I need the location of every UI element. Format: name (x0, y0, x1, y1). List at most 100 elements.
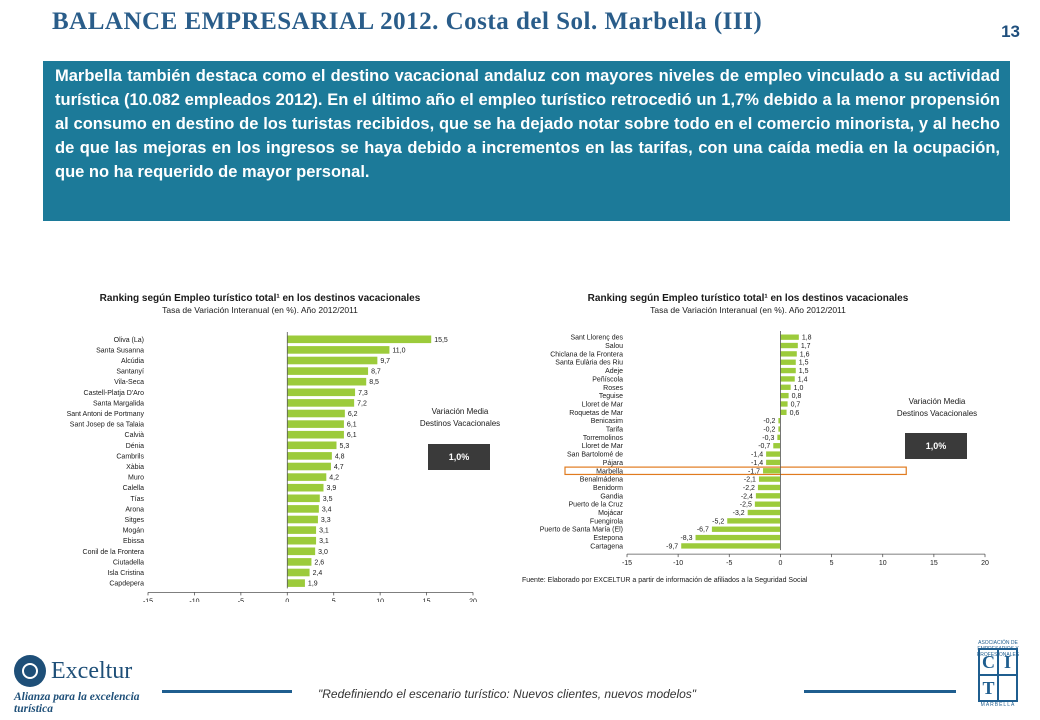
category-label: Puerto de Santa María (El) (540, 527, 623, 534)
data-label: -8,3 (680, 535, 692, 542)
x-tick-label: 10 (879, 560, 887, 567)
x-tick-label: -15 (143, 598, 153, 602)
data-label: -9,7 (666, 543, 678, 550)
data-label: 7,3 (358, 390, 368, 397)
category-label: Lloret de Mar (582, 443, 624, 450)
category-label: Roses (603, 385, 623, 392)
data-label: 2,6 (314, 559, 324, 566)
category-label: Cartagena (590, 543, 623, 550)
bar (780, 351, 797, 357)
data-label: 1,5 (799, 368, 809, 375)
bar (773, 443, 781, 449)
data-label: 7,2 (357, 400, 367, 407)
data-label: 1,8 (802, 335, 812, 342)
category-label: Cambrils (116, 453, 144, 460)
data-label: 6,2 (348, 411, 358, 418)
annotation-label: Variación Media (909, 397, 966, 406)
data-label: 6,1 (347, 422, 357, 429)
bar (287, 367, 369, 375)
bar (754, 501, 781, 507)
chart-left: Ranking según Empleo turístico total¹ en… (67, 293, 500, 602)
data-label: 1,6 (800, 351, 810, 358)
category-label: Santa Margalida (93, 400, 144, 407)
bar (695, 534, 781, 541)
bar (287, 399, 355, 407)
data-label: 8,5 (369, 379, 379, 386)
bar (711, 526, 781, 532)
data-label: 11,0 (392, 347, 405, 354)
bar (766, 451, 781, 457)
data-label: -3,2 (733, 510, 745, 517)
exceltur-logo: Exceltur Alianza para la excelencia turí… (14, 655, 154, 715)
bar (287, 547, 316, 556)
cit-letter-t: T (979, 675, 998, 701)
annotation-box (428, 444, 490, 470)
bar (287, 356, 378, 365)
annotation-box (905, 433, 967, 459)
category-label: Pájara (603, 460, 623, 467)
bar (287, 452, 332, 460)
category-label: Torremolinos (583, 435, 624, 442)
data-label: 1,0 (794, 385, 804, 392)
category-label: Sant Llorenç des (570, 335, 623, 342)
x-tick-label: 20 (981, 560, 989, 567)
bar (287, 579, 305, 587)
category-label: Arona (125, 506, 144, 513)
category-label: Teguise (599, 393, 623, 400)
category-label: Dénia (126, 443, 144, 450)
category-label: Santa Susanna (96, 347, 144, 354)
category-label: Sant Josep de sa Talaia (70, 422, 144, 429)
data-label: 4,2 (329, 475, 339, 482)
category-label: Benalmádena (580, 477, 623, 484)
category-label: Xàbia (126, 464, 144, 471)
category-label: Ciutadella (113, 559, 144, 566)
bar (780, 334, 799, 340)
cit-logo-bottom-text: MARBELLA (980, 702, 1016, 708)
category-label: Muro (128, 475, 144, 482)
data-label: 8,7 (371, 369, 381, 376)
category-label: Mogán (123, 528, 145, 535)
category-label: Castell-Platja D'Aro (84, 390, 145, 397)
data-label: -2,1 (744, 477, 756, 484)
category-label: Santanyí (116, 369, 144, 376)
data-label: 1,5 (799, 360, 809, 367)
bar (747, 509, 781, 516)
bar (681, 543, 781, 549)
x-tick-label: -10 (673, 560, 683, 567)
bar (287, 536, 317, 545)
chart-subtitle: Tasa de Variación Interanual (en %). Año… (650, 305, 846, 315)
data-label: 5,3 (340, 443, 350, 450)
data-label: 4,8 (335, 453, 345, 460)
bar (287, 515, 318, 524)
category-label: Lloret de Mar (582, 401, 624, 408)
category-label: Calella (123, 485, 145, 492)
data-label: 4,7 (334, 464, 344, 471)
x-tick-label: 20 (469, 598, 477, 602)
chart-title: Ranking según Empleo turístico total¹ en… (100, 293, 421, 304)
category-label: Santa Eulària des Riu (555, 360, 623, 367)
bar (780, 409, 787, 415)
page-number: 13 (1001, 22, 1020, 41)
x-tick-label: 0 (778, 560, 782, 567)
bar (287, 505, 319, 513)
data-label: 3,4 (322, 506, 332, 513)
bar (287, 462, 331, 471)
data-label: -2,4 (741, 493, 753, 500)
highlight-box (564, 466, 907, 476)
category-label: Isla Cristina (107, 570, 144, 577)
bar (287, 420, 344, 428)
data-label: 1,4 (798, 376, 808, 383)
data-label: 0,8 (792, 393, 802, 400)
chart-title: Ranking según Empleo turístico total¹ en… (588, 293, 909, 304)
category-label: Peñíscola (592, 376, 623, 383)
category-label: San Bartolomé de (567, 452, 623, 459)
bar (287, 494, 320, 503)
bar (287, 473, 327, 481)
cit-logo-grid: C I T (978, 648, 1018, 702)
data-label: 9,7 (380, 358, 390, 365)
x-tick-label: -15 (622, 560, 632, 567)
bar (763, 468, 781, 474)
cit-letter-c: C (979, 649, 998, 675)
data-label: -2,2 (743, 485, 755, 492)
bar (755, 493, 781, 499)
